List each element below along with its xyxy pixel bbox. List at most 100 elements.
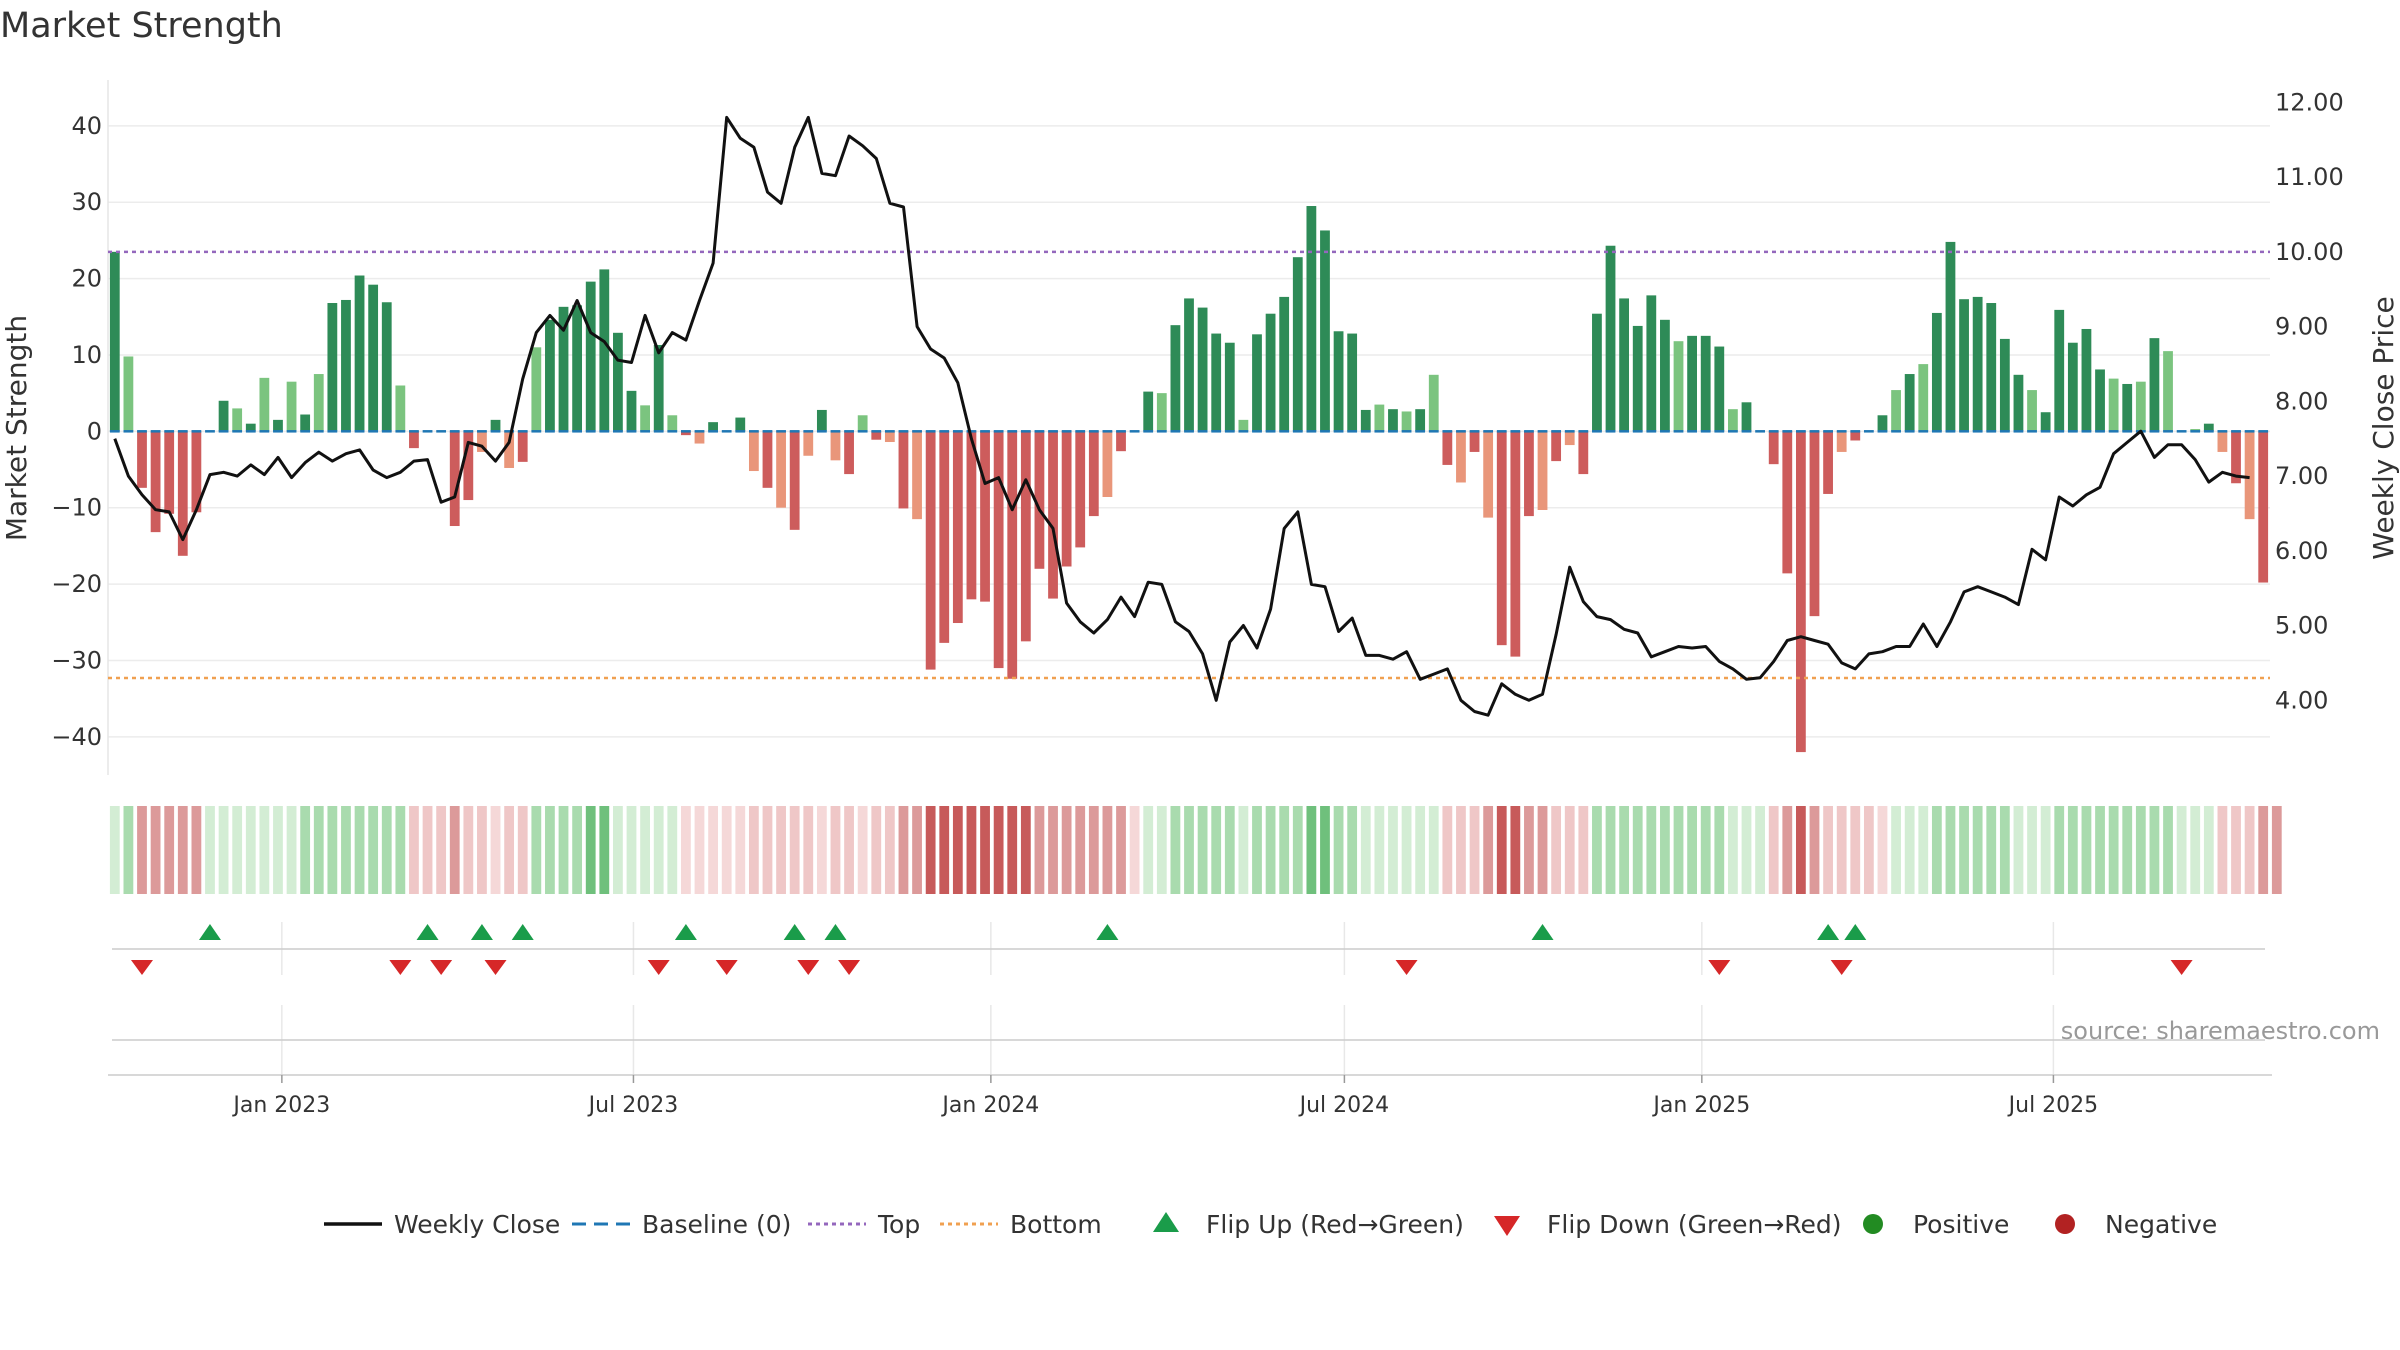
strength-bar	[354, 275, 365, 432]
strength-bar	[1374, 404, 1385, 432]
legend-item: Bottom	[940, 1210, 1102, 1239]
weekly-close-layer	[113, 115, 2250, 717]
zone-cell	[939, 806, 950, 894]
zone-cell	[2067, 806, 2078, 894]
strength-bar	[1360, 409, 1371, 432]
zone-cell	[2176, 806, 2187, 894]
zone-cell	[2149, 806, 2160, 894]
flip-down-marker	[484, 960, 507, 975]
zone-cell	[721, 806, 732, 894]
zone-cell	[585, 806, 596, 894]
zone-cell	[1755, 806, 1765, 894]
strength-bar	[2108, 378, 2119, 432]
zone-cell	[952, 806, 963, 894]
strength-bar	[1999, 338, 2010, 432]
zone-cell	[1252, 806, 1262, 894]
zone-cell	[680, 806, 691, 894]
zone-cell	[626, 806, 637, 894]
zone-cell	[708, 806, 718, 894]
strength-bar	[2217, 431, 2228, 452]
strength-bar	[1170, 325, 1181, 432]
zone-cell	[2054, 806, 2065, 894]
source-label: source: sharemaestro.com	[2061, 1017, 2380, 1045]
legend-label: Flip Up (Red→Green)	[1206, 1210, 1464, 1239]
reference-lines	[108, 250, 2270, 680]
zone-cell	[2217, 806, 2228, 894]
flip-up-marker	[1817, 924, 1840, 940]
strength-bar	[884, 431, 895, 443]
strength-bar	[1211, 333, 1222, 432]
strength-bar	[1238, 419, 1249, 432]
zone-cell	[1632, 806, 1643, 894]
zone-cell	[912, 806, 922, 894]
zone-cell	[871, 806, 882, 894]
strength-bar	[2013, 374, 2024, 432]
zone-cell	[1347, 806, 1358, 894]
strength-bar	[1143, 391, 1154, 432]
zone-cell	[1863, 806, 1874, 894]
zone-cell	[1904, 806, 1915, 894]
zone-cell	[1469, 806, 1480, 894]
legend-label: Baseline (0)	[642, 1210, 791, 1239]
legend-item: Weekly Close	[324, 1210, 560, 1239]
strength-bar	[245, 423, 256, 432]
zone-cell	[884, 806, 895, 894]
flip-down-marker	[1708, 960, 1731, 975]
zone-cell	[1238, 806, 1249, 894]
strength-bar	[1007, 431, 1018, 679]
strength-bar	[313, 374, 324, 432]
zone-cell	[1605, 806, 1616, 894]
strength-bar	[1061, 431, 1072, 567]
zone-cell	[381, 806, 392, 894]
strength-bar	[572, 305, 583, 432]
flip-up-marker	[416, 924, 439, 940]
zone-cell	[2081, 806, 2092, 894]
zone-cell	[2040, 806, 2051, 894]
strength-bar	[1687, 335, 1698, 432]
y-tick-label: 30	[71, 188, 102, 216]
zone-cell	[137, 806, 147, 894]
legend-item: Flip Down (Green→Red)	[1494, 1210, 1842, 1239]
zone-cell	[1483, 806, 1494, 894]
strength-bar	[1428, 374, 1439, 432]
zone-cell	[830, 806, 841, 894]
legend-dot-icon	[2055, 1214, 2075, 1234]
flip-up-marker	[783, 924, 806, 940]
strength-bar	[776, 431, 786, 508]
zone-cell	[490, 806, 501, 894]
zone-cell	[205, 806, 215, 894]
legend-label: Top	[877, 1210, 920, 1239]
strength-bar	[939, 431, 950, 643]
zone-cell	[1510, 806, 1521, 894]
zone-cell	[1456, 806, 1466, 894]
zone-cell	[1075, 806, 1086, 894]
zone-cell	[1809, 806, 1820, 894]
strength-bar	[2027, 390, 2037, 432]
legend-label: Flip Down (Green→Red)	[1547, 1210, 1842, 1239]
strength-bar	[1116, 431, 1126, 452]
strength-bar	[1891, 390, 1901, 432]
strength-bar	[980, 431, 990, 602]
zone-cell	[1999, 806, 2010, 894]
zone-cell	[1116, 806, 1126, 894]
y2-axis-label: Weekly Close Price	[2367, 296, 2400, 559]
strength-bar	[1279, 296, 1290, 432]
strength-bar	[1741, 402, 1752, 432]
strength-bar	[789, 431, 800, 530]
strength-bar	[830, 431, 841, 461]
strength-bar	[109, 251, 120, 432]
zone-cell	[1156, 806, 1167, 894]
zone-cell	[2271, 806, 2282, 894]
strength-bar	[1823, 431, 1833, 494]
flip-down-marker	[838, 960, 861, 975]
strength-bar	[1537, 431, 1548, 510]
strength-bar	[300, 414, 311, 432]
zone-cell	[2203, 806, 2214, 894]
flip-up-marker	[511, 924, 534, 940]
strength-bar	[273, 419, 283, 432]
strength-bar	[1809, 431, 1820, 617]
y2-tick-label: 6.00	[2275, 537, 2328, 565]
y-tick-label: −30	[51, 646, 102, 674]
zone-cell	[653, 806, 664, 894]
zone-cell	[1320, 806, 1330, 894]
